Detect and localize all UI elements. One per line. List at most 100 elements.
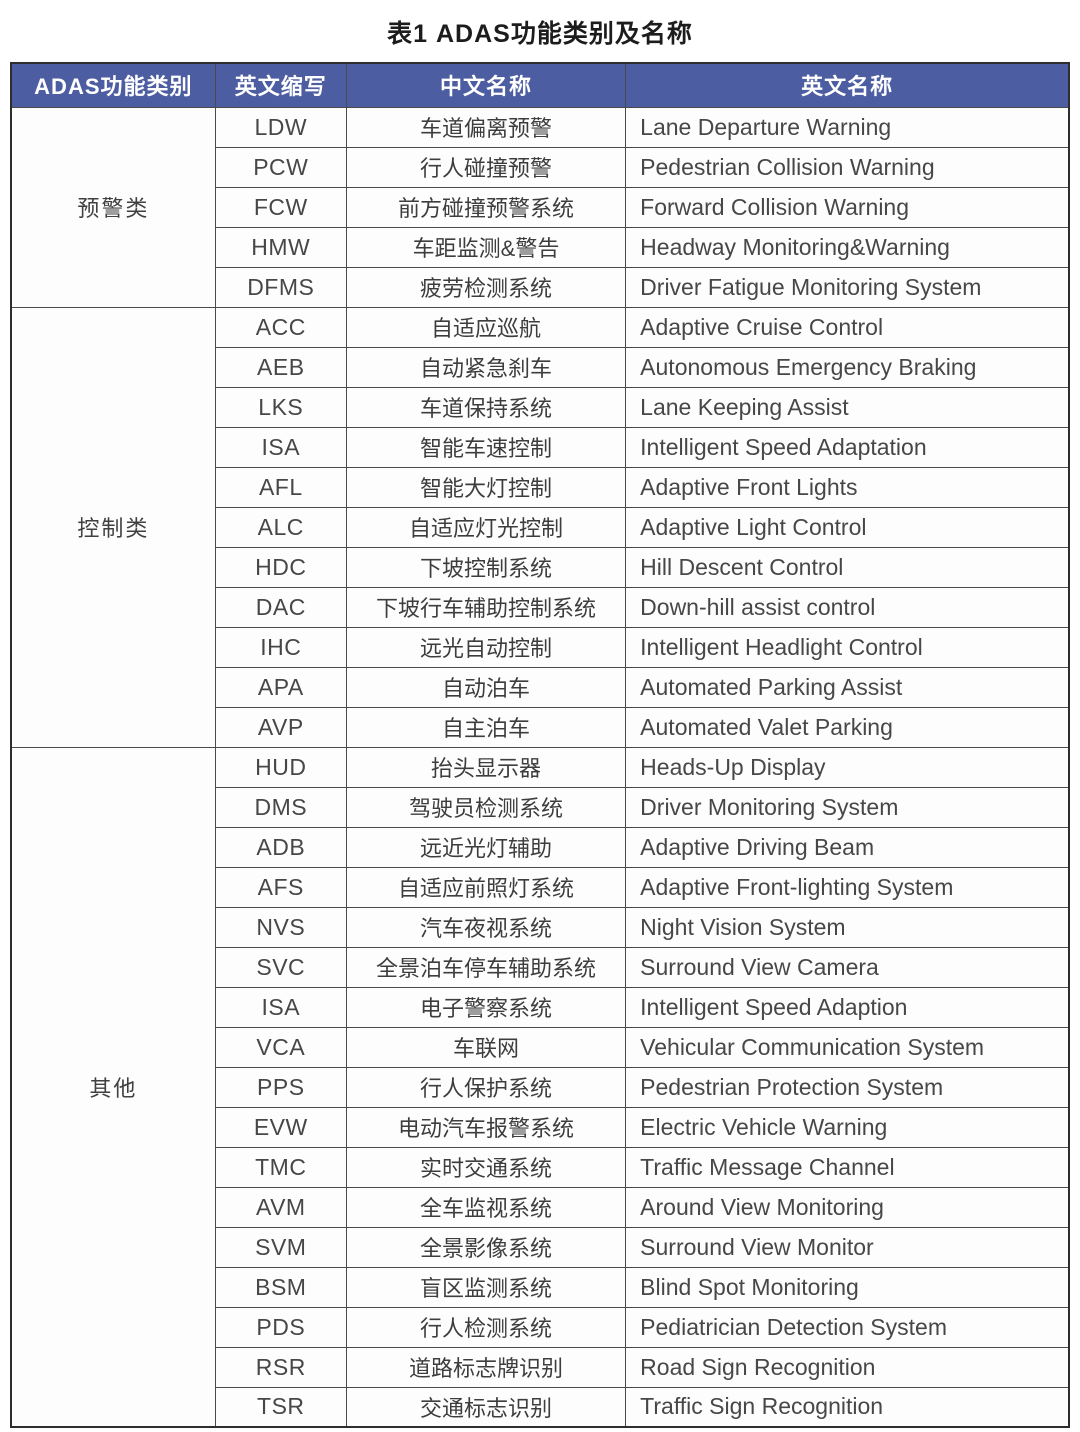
english-name-cell: Automated Parking Assist <box>625 666 1070 708</box>
abbreviation-cell: HDC <box>214 546 347 588</box>
chinese-name-cell: 自适应巡航 <box>345 306 627 348</box>
table-row: LKS 车道保持系统 Lane Keeping Assist <box>11 386 1070 428</box>
english-name-cell: Driver Fatigue Monitoring System <box>625 266 1070 308</box>
table-row: AVM 全车监视系统 Around View Monitoring <box>11 1186 1070 1228</box>
abbreviation-cell: HUD <box>214 746 347 788</box>
abbreviation-cell: PCW <box>214 146 347 188</box>
table-row: HDC 下坡控制系统 Hill Descent Control <box>11 546 1070 588</box>
chinese-name-cell: 自适应灯光控制 <box>345 506 627 548</box>
column-header-0: ADAS功能类别 <box>10 62 216 108</box>
table-row: AVP 自主泊车 Automated Valet Parking <box>11 706 1070 748</box>
chinese-name-cell: 自动泊车 <box>345 666 627 708</box>
table-row: APA 自动泊车 Automated Parking Assist <box>11 666 1070 708</box>
table-row: AFS 自适应前照灯系统 Adaptive Front-lighting Syste… <box>11 866 1070 908</box>
english-name-cell: Down-hill assist control <box>625 586 1070 628</box>
abbreviation-cell: VCA <box>214 1026 347 1068</box>
abbreviation-cell: ADB <box>214 826 347 868</box>
table-row: ADB 远近光灯辅助 Adaptive Driving Beam <box>11 826 1070 868</box>
abbreviation-cell: LKS <box>214 386 347 428</box>
english-name-cell: Surround View Camera <box>625 946 1070 988</box>
table-row: 控制类 ACC 自适应巡航 Adaptive Cruise Control <box>10 306 1070 748</box>
table-row: ALC 自适应灯光控制 Adaptive Light Control <box>11 506 1070 548</box>
column-header-2: 中文名称 <box>345 62 627 108</box>
abbreviation-cell: ACC <box>214 306 347 348</box>
column-header-3: 英文名称 <box>625 62 1070 108</box>
abbreviation-cell: HMW <box>214 226 347 268</box>
english-name-cell: Surround View Monitor <box>625 1226 1070 1268</box>
abbreviation-cell: ALC <box>214 506 347 548</box>
table-row: FCW 前方碰撞预警系统 Forward Collision Warning <box>11 186 1070 228</box>
chinese-name-cell: 抬头显示器 <box>345 746 627 788</box>
chinese-name-cell: 自主泊车 <box>345 706 627 748</box>
english-name-cell: Driver Monitoring System <box>625 786 1070 828</box>
table-row: DFMS 疲劳检测系统 Driver Fatigue Monitoring Syst… <box>11 266 1070 308</box>
abbreviation-cell: ISA <box>214 426 347 468</box>
chinese-name-cell: 下坡控制系统 <box>345 546 627 588</box>
chinese-name-cell: 智能车速控制 <box>345 426 627 468</box>
table-row: EVW 电动汽车报警系统 Electric Vehicle Warning <box>11 1106 1070 1148</box>
table-row: DMS 驾驶员检测系统 Driver Monitoring System <box>11 786 1070 828</box>
chinese-name-cell: 汽车夜视系统 <box>345 906 627 948</box>
abbreviation-cell: IHC <box>214 626 347 668</box>
table-body: 预警类 LDW 车道偏离预警 Lane Departure Warning PCW 行人碰… <box>10 106 1070 1428</box>
table-row: NVS 汽车夜视系统 Night Vision System <box>11 906 1070 948</box>
chinese-name-cell: 电动汽车报警系统 <box>345 1106 627 1148</box>
table-row: AFL 智能大灯控制 Adaptive Front Lights <box>11 466 1070 508</box>
header-row: ADAS功能类别 英文缩写 中文名称 英文名称 <box>10 62 1070 108</box>
english-name-cell: Adaptive Cruise Control <box>625 306 1070 348</box>
chinese-name-cell: 全景泊车停车辅助系统 <box>345 946 627 988</box>
english-name-cell: Pedestrian Protection System <box>625 1066 1070 1108</box>
chinese-name-cell: 疲劳检测系统 <box>345 266 627 308</box>
table-row: PDS 行人检测系统 Pediatrician Detection System <box>11 1306 1070 1348</box>
english-name-cell: Lane Keeping Assist <box>625 386 1070 428</box>
abbreviation-cell: AEB <box>214 346 347 388</box>
chinese-name-cell: 行人碰撞预警 <box>345 146 627 188</box>
category-cell: 预警类 <box>10 106 216 308</box>
english-name-cell: Headway Monitoring&Warning <box>625 226 1070 268</box>
abbreviation-cell: EVW <box>214 1106 347 1148</box>
abbreviation-cell: LDW <box>214 106 347 148</box>
english-name-cell: Intelligent Speed Adaption <box>625 986 1070 1028</box>
table-row: PCW 行人碰撞预警 Pedestrian Collision Warning <box>11 146 1070 188</box>
table-row: 其他 HUD 抬头显示器 Heads-Up Display <box>10 746 1070 1428</box>
english-name-cell: Lane Departure Warning <box>625 106 1070 148</box>
abbreviation-cell: FCW <box>214 186 347 228</box>
column-header-1: 英文缩写 <box>214 62 347 108</box>
abbreviation-cell: AFS <box>214 866 347 908</box>
english-name-cell: Adaptive Driving Beam <box>625 826 1070 868</box>
category-cell: 其他 <box>10 746 216 1428</box>
chinese-name-cell: 行人保护系统 <box>345 1066 627 1108</box>
chinese-name-cell: 自动紧急刹车 <box>345 346 627 388</box>
english-name-cell: Hill Descent Control <box>625 546 1070 588</box>
chinese-name-cell: 自适应前照灯系统 <box>345 866 627 908</box>
english-name-cell: Blind Spot Monitoring <box>625 1266 1070 1308</box>
chinese-name-cell: 下坡行车辅助控制系统 <box>345 586 627 628</box>
english-name-cell: Vehicular Communication System <box>625 1026 1070 1068</box>
english-name-cell: Adaptive Front Lights <box>625 466 1070 508</box>
abbreviation-cell: AFL <box>214 466 347 508</box>
english-name-cell: Heads-Up Display <box>625 746 1070 788</box>
abbreviation-cell: TMC <box>214 1146 347 1188</box>
english-name-cell: Road Sign Recognition <box>625 1346 1070 1388</box>
chinese-name-cell: 前方碰撞预警系统 <box>345 186 627 228</box>
english-name-cell: Night Vision System <box>625 906 1070 948</box>
chinese-name-cell: 远近光灯辅助 <box>345 826 627 868</box>
chinese-name-cell: 车道偏离预警 <box>345 106 627 148</box>
table-row: HMW 车距监测&警告 Headway Monitoring&Warning <box>11 226 1070 268</box>
chinese-name-cell: 驾驶员检测系统 <box>345 786 627 828</box>
chinese-name-cell: 电子警察系统 <box>345 986 627 1028</box>
abbreviation-cell: TSR <box>214 1386 347 1428</box>
abbreviation-cell: SVC <box>214 946 347 988</box>
table-row: RSR 道路标志牌识别 Road Sign Recognition <box>11 1346 1070 1388</box>
english-name-cell: Automated Valet Parking <box>625 706 1070 748</box>
table-row: TMC 实时交通系统 Traffic Message Channel <box>11 1146 1070 1188</box>
table-row: ISA 智能车速控制 Intelligent Speed Adaptation <box>11 426 1070 468</box>
abbreviation-cell: DMS <box>214 786 347 828</box>
english-name-cell: Intelligent Speed Adaptation <box>625 426 1070 468</box>
chinese-name-cell: 盲区监测系统 <box>345 1266 627 1308</box>
chinese-name-cell: 全景影像系统 <box>345 1226 627 1268</box>
table-header: ADAS功能类别 英文缩写 中文名称 英文名称 <box>10 62 1070 108</box>
english-name-cell: Adaptive Light Control <box>625 506 1070 548</box>
table-row: VCA 车联网 Vehicular Communication System <box>11 1026 1070 1068</box>
